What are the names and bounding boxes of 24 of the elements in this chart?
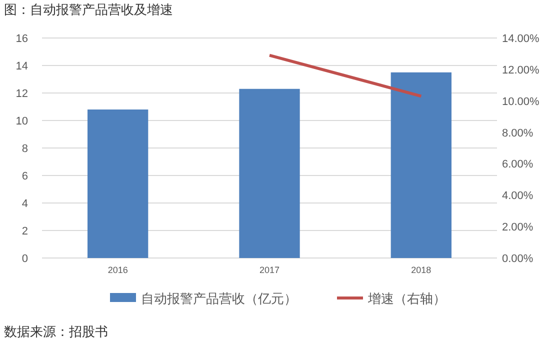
- x-tick-label: 2018: [411, 265, 432, 275]
- y-tick-label: 14: [16, 60, 28, 72]
- chart-title: 图：自动报警产品营收及增速: [4, 2, 173, 17]
- legend-label: 增速（右轴）: [367, 291, 446, 306]
- y2-tick-label: 4.00%: [502, 190, 534, 202]
- y2-tick-label: 2.00%: [502, 222, 534, 234]
- y2-tick-label: 12.00%: [502, 64, 540, 76]
- y2-tick-label: 14.00%: [502, 33, 540, 45]
- x-tick-label: 2016: [108, 265, 128, 275]
- y-tick-label: 8: [22, 143, 28, 155]
- y-tick-label: 4: [22, 198, 28, 210]
- y2-tick-label: 0.00%: [502, 253, 534, 265]
- y-tick-label: 16: [16, 33, 28, 45]
- source-note: 数据来源：招股书: [4, 324, 108, 339]
- y-tick-label: 2: [22, 226, 28, 238]
- y2-tick-label: 8.00%: [502, 127, 534, 140]
- y2-tick-label: 6.00%: [502, 158, 534, 171]
- y-tick-label: 10: [16, 116, 28, 128]
- y-tick-label: 12: [16, 88, 28, 100]
- y-tick-label: 6: [22, 170, 28, 182]
- legend-label: 自动报警产品营收（亿元）: [141, 291, 297, 306]
- x-tick-label: 2017: [259, 265, 280, 275]
- y2-tick-label: 10.00%: [502, 96, 540, 108]
- y-tick-label: 0: [22, 253, 28, 265]
